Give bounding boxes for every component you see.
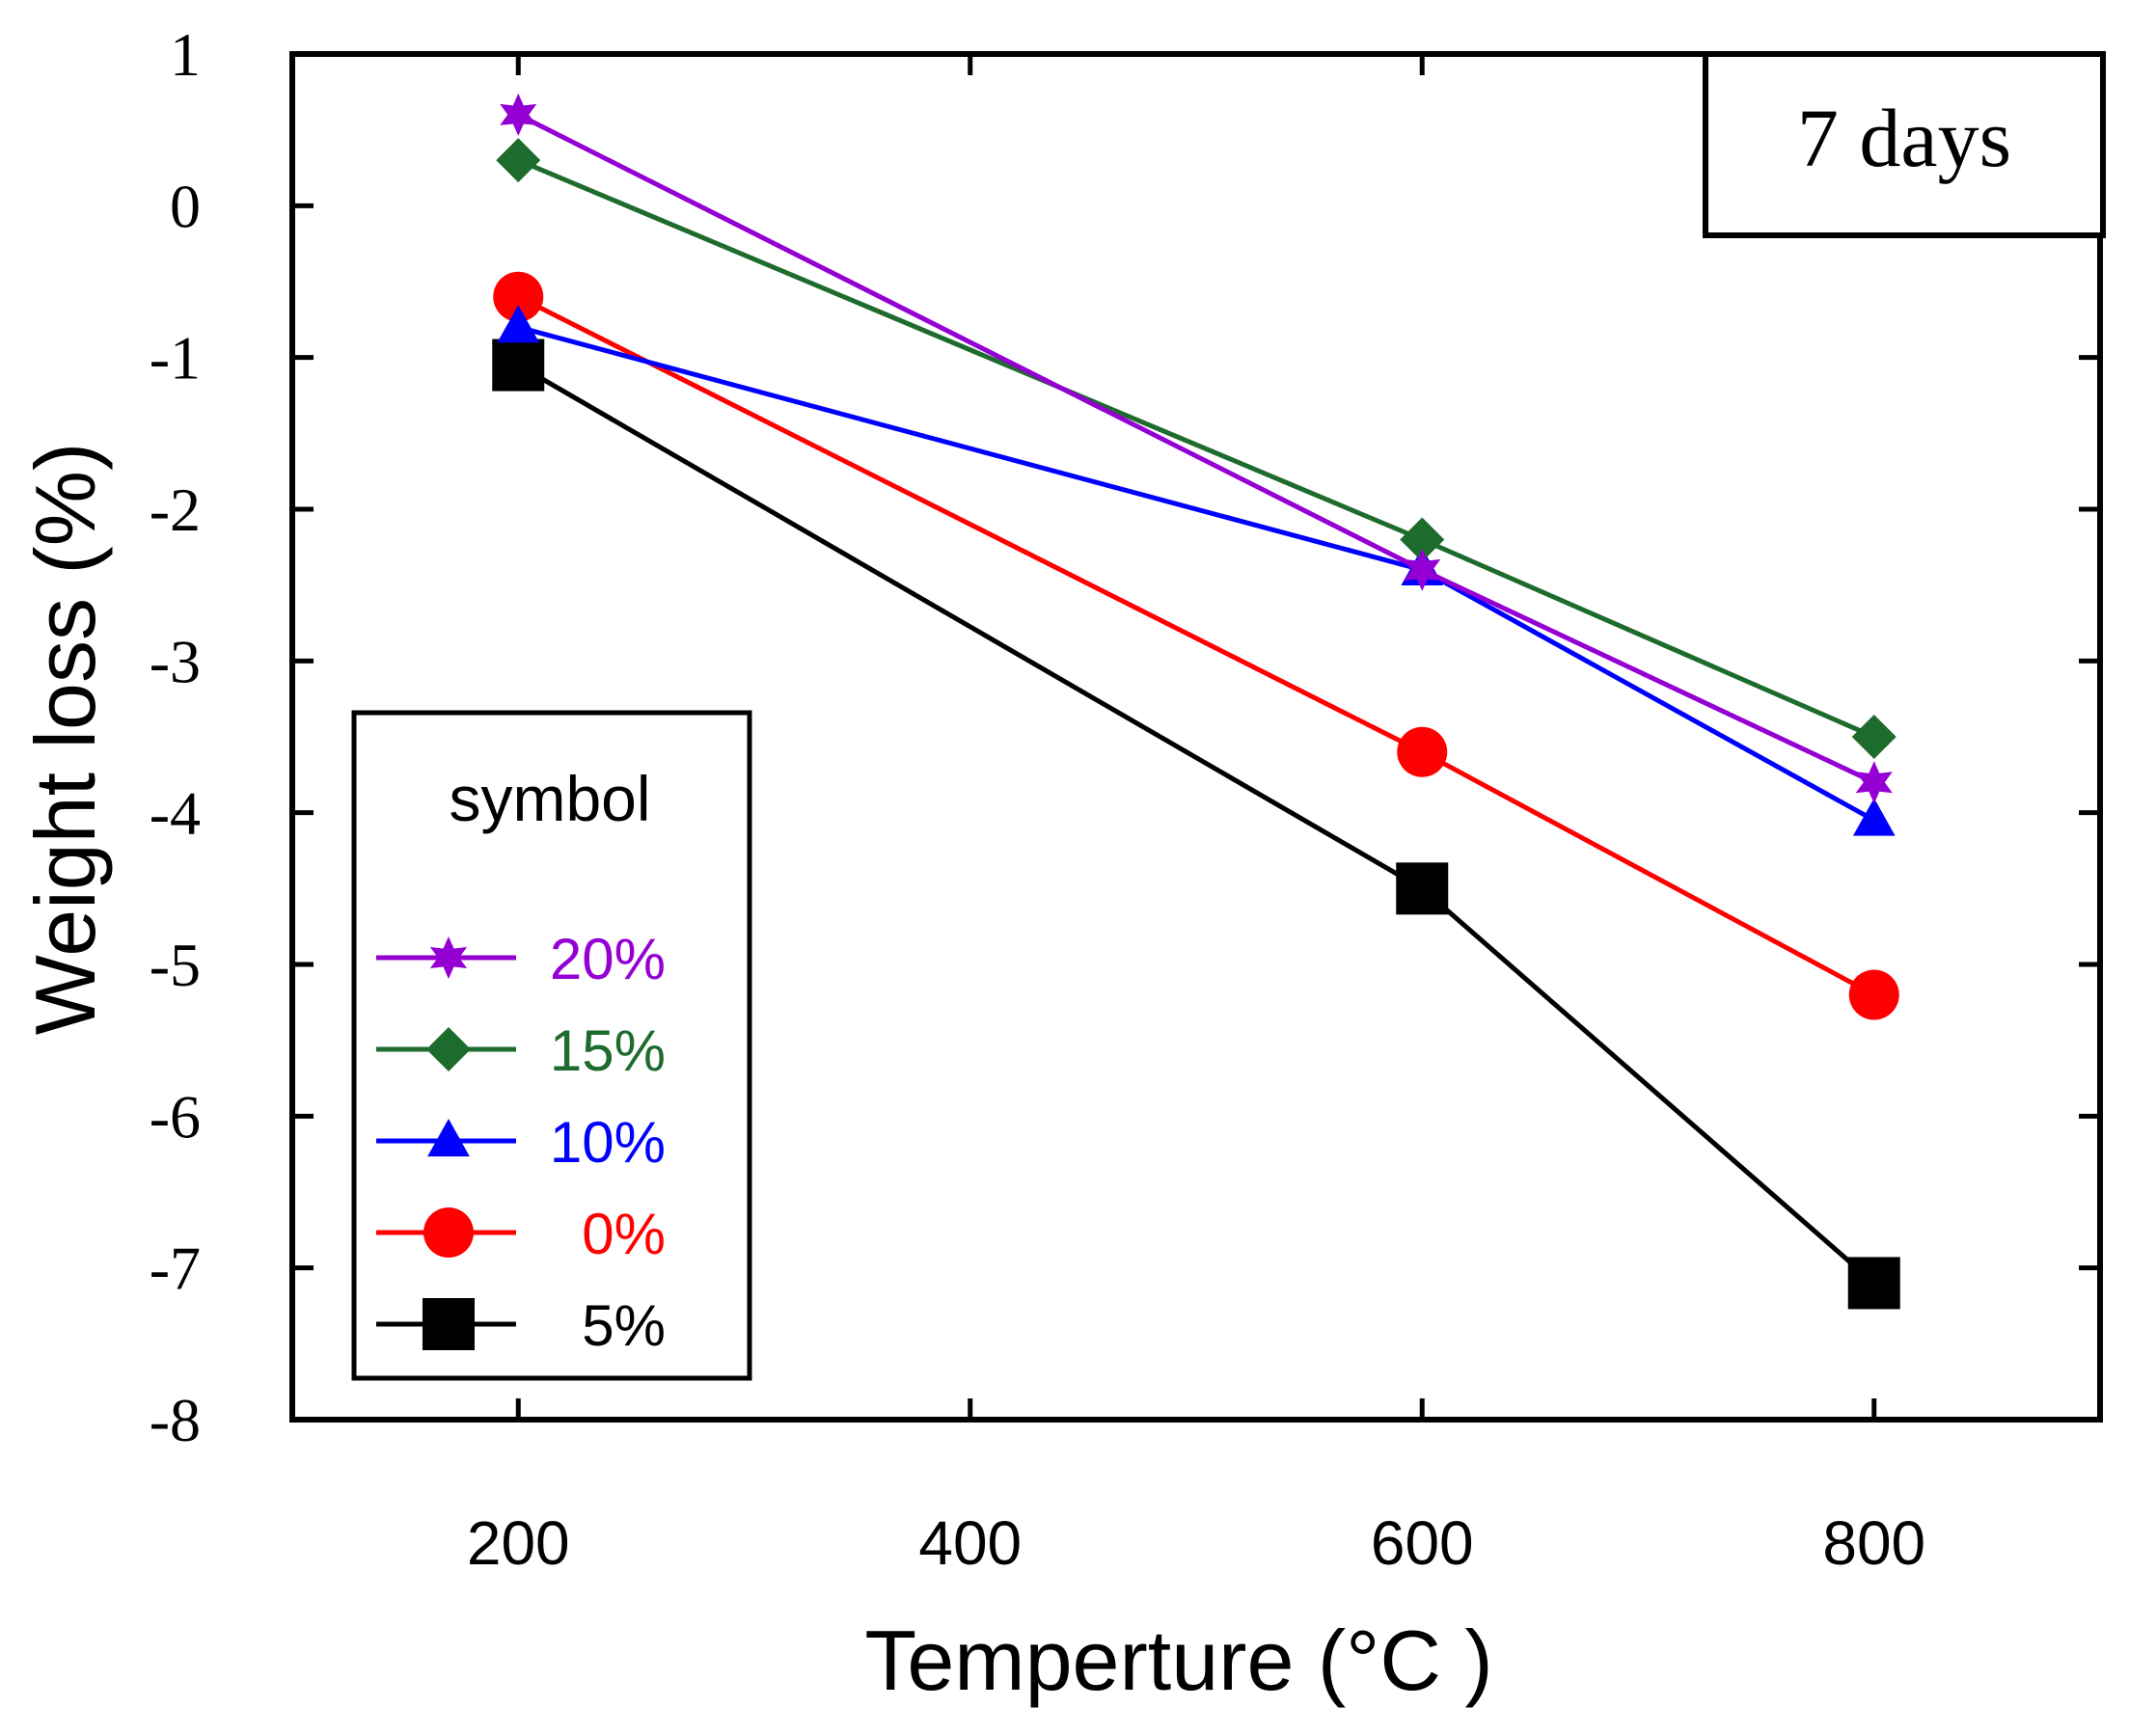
legend-item: 20% — [376, 927, 666, 991]
y-tick-label: 0 — [170, 172, 201, 240]
series-5pct — [492, 339, 1900, 1310]
annotation-text: 7 days — [1797, 92, 2011, 184]
data-point-star — [1404, 548, 1441, 591]
data-point-circle — [1848, 969, 1899, 1020]
data-point-square — [1847, 1257, 1900, 1310]
data-point-square — [1396, 862, 1449, 915]
legend-marker-star — [429, 936, 468, 979]
plot-area-frame — [289, 51, 2103, 1423]
x-tick-label: 600 — [1371, 1508, 1474, 1578]
y-tick-label: -6 — [150, 1082, 201, 1151]
legend-marker-triangle — [427, 1119, 470, 1157]
y-tick-label: -1 — [150, 324, 201, 393]
legend-items: 20% 15% 10% 0% 5% — [376, 927, 666, 1358]
data-point-diamond — [1400, 517, 1445, 562]
data-point-circle — [493, 271, 544, 322]
series-15pct — [496, 138, 1897, 759]
legend-marker-circle — [423, 1207, 474, 1258]
x-axis-title: Temperture (°C ) — [864, 1613, 1492, 1708]
y-tick-label: -7 — [150, 1234, 201, 1303]
legend-item: 5% — [376, 1293, 666, 1358]
legend-label: 10% — [550, 1110, 666, 1175]
legend-item: 0% — [376, 1202, 666, 1266]
data-point-diamond — [1851, 715, 1897, 759]
series-20pct — [500, 93, 1893, 804]
legend-label: 5% — [582, 1293, 666, 1358]
legend-label: 0% — [582, 1202, 666, 1266]
legend-marker-diamond — [426, 1027, 471, 1071]
y-tick-label: -3 — [150, 627, 201, 695]
y-axis-title: Weight loss (%) — [17, 443, 113, 1036]
annotation-box: 7 days — [1703, 51, 2106, 238]
data-point-square — [492, 339, 545, 392]
x-tick-label: 400 — [918, 1508, 1022, 1578]
x-tick-label: 200 — [467, 1508, 570, 1578]
legend-item: 15% — [376, 1018, 666, 1083]
x-axis-ticks: 200 400 600 800 — [467, 54, 1925, 1578]
series-0pct — [493, 271, 1899, 1020]
y-tick-label: 1 — [170, 20, 201, 89]
annotation-box-frame — [1703, 51, 2106, 238]
legend-label: 20% — [550, 927, 666, 991]
x-tick-label: 800 — [1822, 1508, 1925, 1578]
y-tick-label: -2 — [150, 475, 201, 544]
data-point-circle — [1397, 726, 1448, 777]
legend-marker-square — [423, 1298, 475, 1350]
y-tick-label: -4 — [150, 779, 201, 848]
data-point-star — [500, 93, 537, 136]
data-point-diamond — [496, 138, 541, 183]
legend-item: 10% — [376, 1110, 666, 1175]
data-point-triangle — [1852, 798, 1896, 836]
legend-frame — [351, 710, 752, 1381]
data-point-triangle — [497, 305, 540, 343]
legend-label: 15% — [550, 1018, 666, 1083]
data-point-star — [1855, 761, 1893, 804]
legend-title: symbol — [449, 763, 650, 834]
y-tick-label: -5 — [150, 931, 201, 999]
legend: symbol 20% 15% 10% 0% 5% — [351, 710, 752, 1381]
series-layer — [492, 93, 1900, 1310]
y-tick-label: -8 — [150, 1386, 201, 1454]
